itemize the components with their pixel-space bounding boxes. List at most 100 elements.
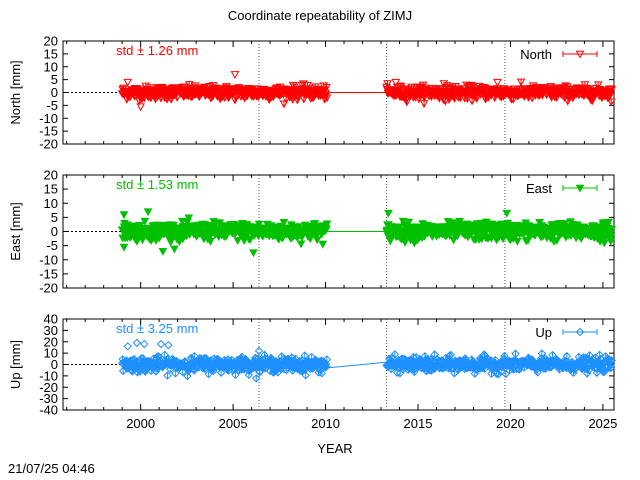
data-point bbox=[233, 237, 243, 246]
y-tick-label: 10 bbox=[44, 59, 58, 74]
data-point bbox=[245, 236, 255, 244]
data-point bbox=[398, 217, 408, 226]
data-point bbox=[606, 98, 616, 107]
y-tick-label: -5 bbox=[46, 98, 58, 113]
data-point bbox=[231, 370, 240, 380]
data-point bbox=[281, 95, 291, 104]
y-axis-label: East [mm] bbox=[8, 202, 23, 261]
data-point bbox=[216, 368, 226, 377]
y-tick-label: 40 bbox=[44, 312, 58, 327]
std-annotation: std ± 1.26 mm bbox=[116, 43, 198, 58]
y-tick-label: -40 bbox=[39, 403, 58, 418]
y-tick-label: -20 bbox=[39, 281, 58, 296]
data-point bbox=[322, 355, 332, 364]
y-tick-label: 20 bbox=[44, 34, 58, 49]
data-point bbox=[552, 237, 562, 246]
data-point bbox=[484, 93, 494, 101]
data-point bbox=[230, 96, 240, 105]
data-point bbox=[252, 374, 261, 383]
data-point bbox=[170, 245, 179, 254]
data-point bbox=[322, 83, 331, 92]
data-point bbox=[516, 78, 526, 87]
data-point bbox=[607, 85, 617, 94]
chart-title: Coordinate repeatability of ZIMJ bbox=[227, 8, 413, 23]
data-point bbox=[230, 71, 240, 80]
data-point bbox=[583, 86, 593, 95]
y-tick-label: -20 bbox=[39, 137, 58, 152]
data-point bbox=[440, 97, 450, 106]
data-point bbox=[318, 240, 328, 249]
data-point bbox=[467, 97, 477, 106]
y-tick-label: -10 bbox=[39, 111, 58, 126]
data-point bbox=[548, 232, 558, 241]
y-tick-label: -10 bbox=[39, 252, 58, 267]
y-tick-label: 0 bbox=[51, 85, 58, 100]
y-tick-label: -30 bbox=[39, 391, 58, 406]
y-tick-label: 5 bbox=[51, 210, 58, 225]
data-point bbox=[158, 247, 168, 256]
data-point bbox=[383, 80, 392, 89]
data-point bbox=[163, 371, 172, 380]
y-tick-label: 15 bbox=[44, 182, 58, 197]
data-point bbox=[402, 96, 411, 104]
y-tick-label: -10 bbox=[39, 368, 58, 383]
data-point bbox=[183, 371, 192, 381]
data-point bbox=[322, 220, 332, 229]
y-tick-label: 0 bbox=[51, 357, 58, 372]
legend-marker bbox=[575, 50, 585, 59]
data-point bbox=[233, 91, 243, 100]
data-point bbox=[301, 371, 310, 380]
data-point bbox=[508, 96, 518, 104]
data-point bbox=[322, 94, 332, 103]
data-point bbox=[244, 370, 254, 380]
data-point bbox=[312, 236, 322, 245]
y-tick-label: 15 bbox=[44, 46, 58, 61]
data-point bbox=[317, 369, 327, 378]
y-tick-label: 20 bbox=[44, 334, 58, 349]
data-point bbox=[493, 78, 502, 87]
data-point bbox=[407, 83, 416, 92]
data-point bbox=[599, 239, 609, 248]
std-annotation: std ± 1.53 mm bbox=[116, 177, 198, 192]
data-point bbox=[279, 100, 289, 109]
data-point bbox=[321, 89, 330, 98]
gap-line bbox=[327, 361, 387, 369]
legend-label: North bbox=[520, 47, 552, 62]
data-point bbox=[172, 94, 182, 102]
data-point bbox=[395, 223, 404, 232]
data-point bbox=[143, 208, 153, 217]
data-point bbox=[184, 214, 194, 223]
data-point bbox=[119, 243, 129, 252]
data-point bbox=[502, 209, 512, 218]
legend-marker bbox=[575, 184, 585, 193]
y-tick-label: 20 bbox=[44, 168, 58, 183]
data-point bbox=[206, 237, 215, 246]
data-point bbox=[296, 240, 306, 249]
data-point bbox=[136, 103, 146, 112]
y-tick-label: -15 bbox=[39, 266, 58, 281]
y-tick-label: 5 bbox=[51, 72, 58, 87]
legend-label: East bbox=[526, 181, 552, 196]
y-tick-label: 0 bbox=[51, 224, 58, 239]
data-point bbox=[390, 350, 400, 359]
y-tick-label: 30 bbox=[44, 323, 58, 338]
data-point bbox=[123, 78, 133, 87]
y-tick-label: 10 bbox=[44, 346, 58, 361]
data-point bbox=[222, 83, 231, 91]
y-axis-label: North [mm] bbox=[8, 60, 23, 124]
data-point bbox=[140, 217, 150, 226]
y-tick-label: 10 bbox=[44, 196, 58, 211]
y-tick-label: -15 bbox=[39, 124, 58, 139]
data-point bbox=[279, 218, 289, 227]
data-point bbox=[400, 238, 410, 247]
data-point bbox=[239, 237, 249, 246]
data-point bbox=[322, 362, 331, 371]
data-point bbox=[404, 218, 414, 227]
data-point bbox=[513, 237, 522, 246]
data-point bbox=[402, 98, 412, 107]
data-point bbox=[468, 83, 477, 92]
data-point bbox=[593, 81, 603, 90]
data-point bbox=[604, 218, 613, 227]
data-point bbox=[254, 220, 264, 229]
y-tick-label: -5 bbox=[46, 238, 58, 253]
